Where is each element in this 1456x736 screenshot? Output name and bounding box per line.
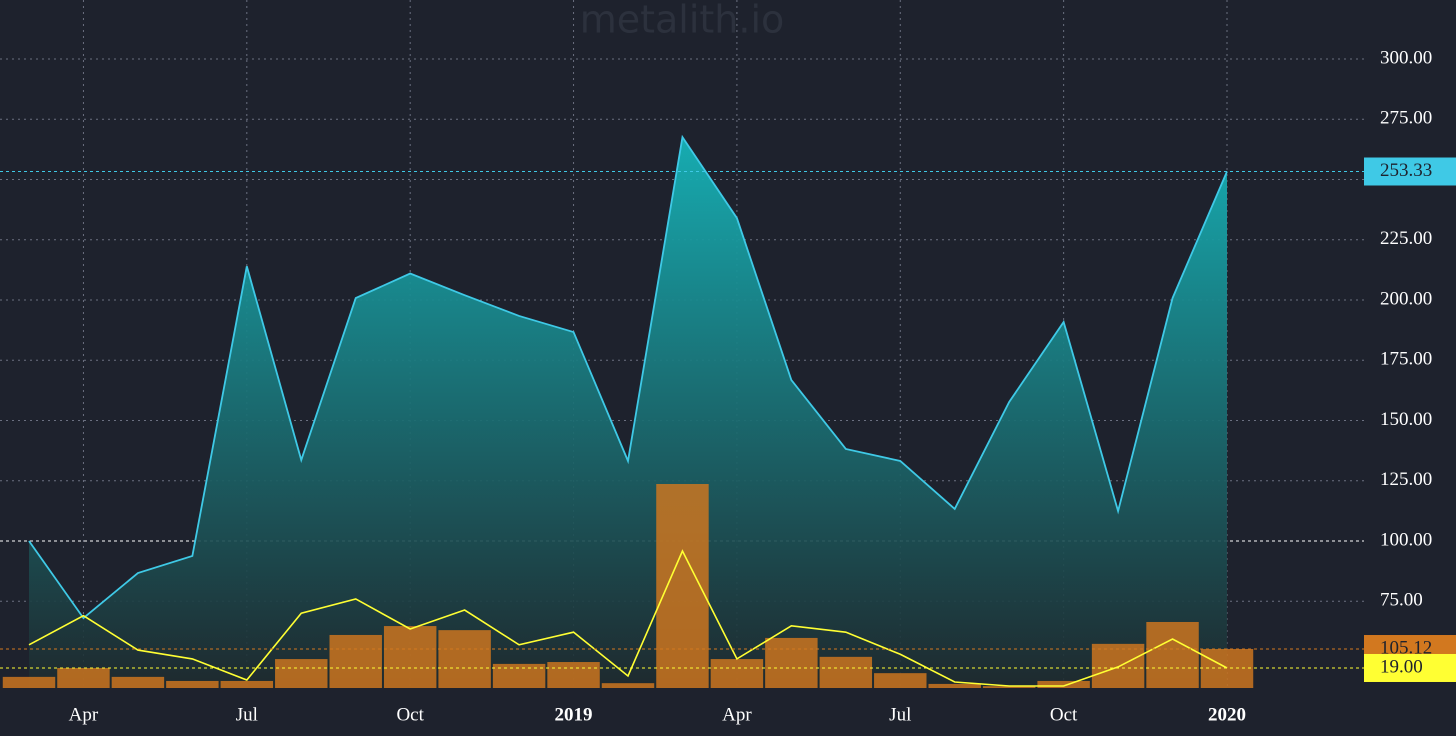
y-tick-label: 300.00 bbox=[1380, 47, 1432, 68]
y-tick-label: 275.00 bbox=[1380, 108, 1432, 129]
volume-bar bbox=[1091, 643, 1145, 688]
volume-bar bbox=[1200, 649, 1254, 688]
price-label-box bbox=[1364, 157, 1456, 186]
y-tick-label: 225.00 bbox=[1380, 228, 1432, 249]
volume-bar bbox=[601, 683, 655, 688]
volume-bar bbox=[928, 683, 981, 688]
price-label: 19.00 bbox=[1380, 656, 1423, 677]
area-line bbox=[28, 134, 1228, 620]
x-tick-label: Jul bbox=[889, 704, 911, 725]
volume-bar bbox=[2, 676, 56, 688]
x-tick-label: Apr bbox=[69, 704, 99, 725]
y-tick-label: 75.00 bbox=[1380, 590, 1423, 611]
x-tick-label: Apr bbox=[722, 704, 752, 725]
volume-bar bbox=[547, 662, 600, 688]
volume-bar bbox=[1037, 680, 1090, 688]
price-label: 105.12 bbox=[1380, 637, 1432, 658]
x-tick-label: Oct bbox=[396, 704, 424, 725]
volume-bar bbox=[383, 626, 437, 688]
watermark: metalith.io bbox=[580, 0, 785, 42]
x-tick-label: 2019 bbox=[555, 704, 593, 725]
volume-bar bbox=[874, 673, 927, 688]
y-tick-label: 125.00 bbox=[1380, 469, 1432, 490]
volume-bar bbox=[1146, 621, 1199, 688]
y-tick-label: 200.00 bbox=[1380, 288, 1432, 309]
volume-bar bbox=[438, 630, 491, 688]
volume-bar bbox=[57, 667, 110, 688]
price-label-box bbox=[1364, 653, 1456, 682]
volume-bar bbox=[166, 680, 219, 688]
x-tick-label: 2020 bbox=[1208, 704, 1246, 725]
y-tick-label: 175.00 bbox=[1380, 349, 1432, 370]
x-tick-label: Jul bbox=[236, 704, 258, 725]
price-label: 253.33 bbox=[1380, 160, 1432, 181]
volume-bar bbox=[275, 659, 328, 688]
area-fill bbox=[29, 137, 1227, 688]
volume-bar bbox=[220, 680, 274, 688]
volume-bar bbox=[819, 656, 873, 688]
x-tick-label: Oct bbox=[1050, 704, 1078, 725]
line bbox=[28, 549, 1228, 687]
volume-bar bbox=[710, 659, 764, 688]
y-tick-label: 150.00 bbox=[1380, 409, 1432, 430]
volume-bar bbox=[329, 634, 382, 688]
y-tick-label: 100.00 bbox=[1380, 529, 1432, 550]
volume-bar bbox=[111, 676, 165, 688]
volume-bar bbox=[982, 686, 1036, 688]
volume-bar bbox=[765, 637, 818, 688]
